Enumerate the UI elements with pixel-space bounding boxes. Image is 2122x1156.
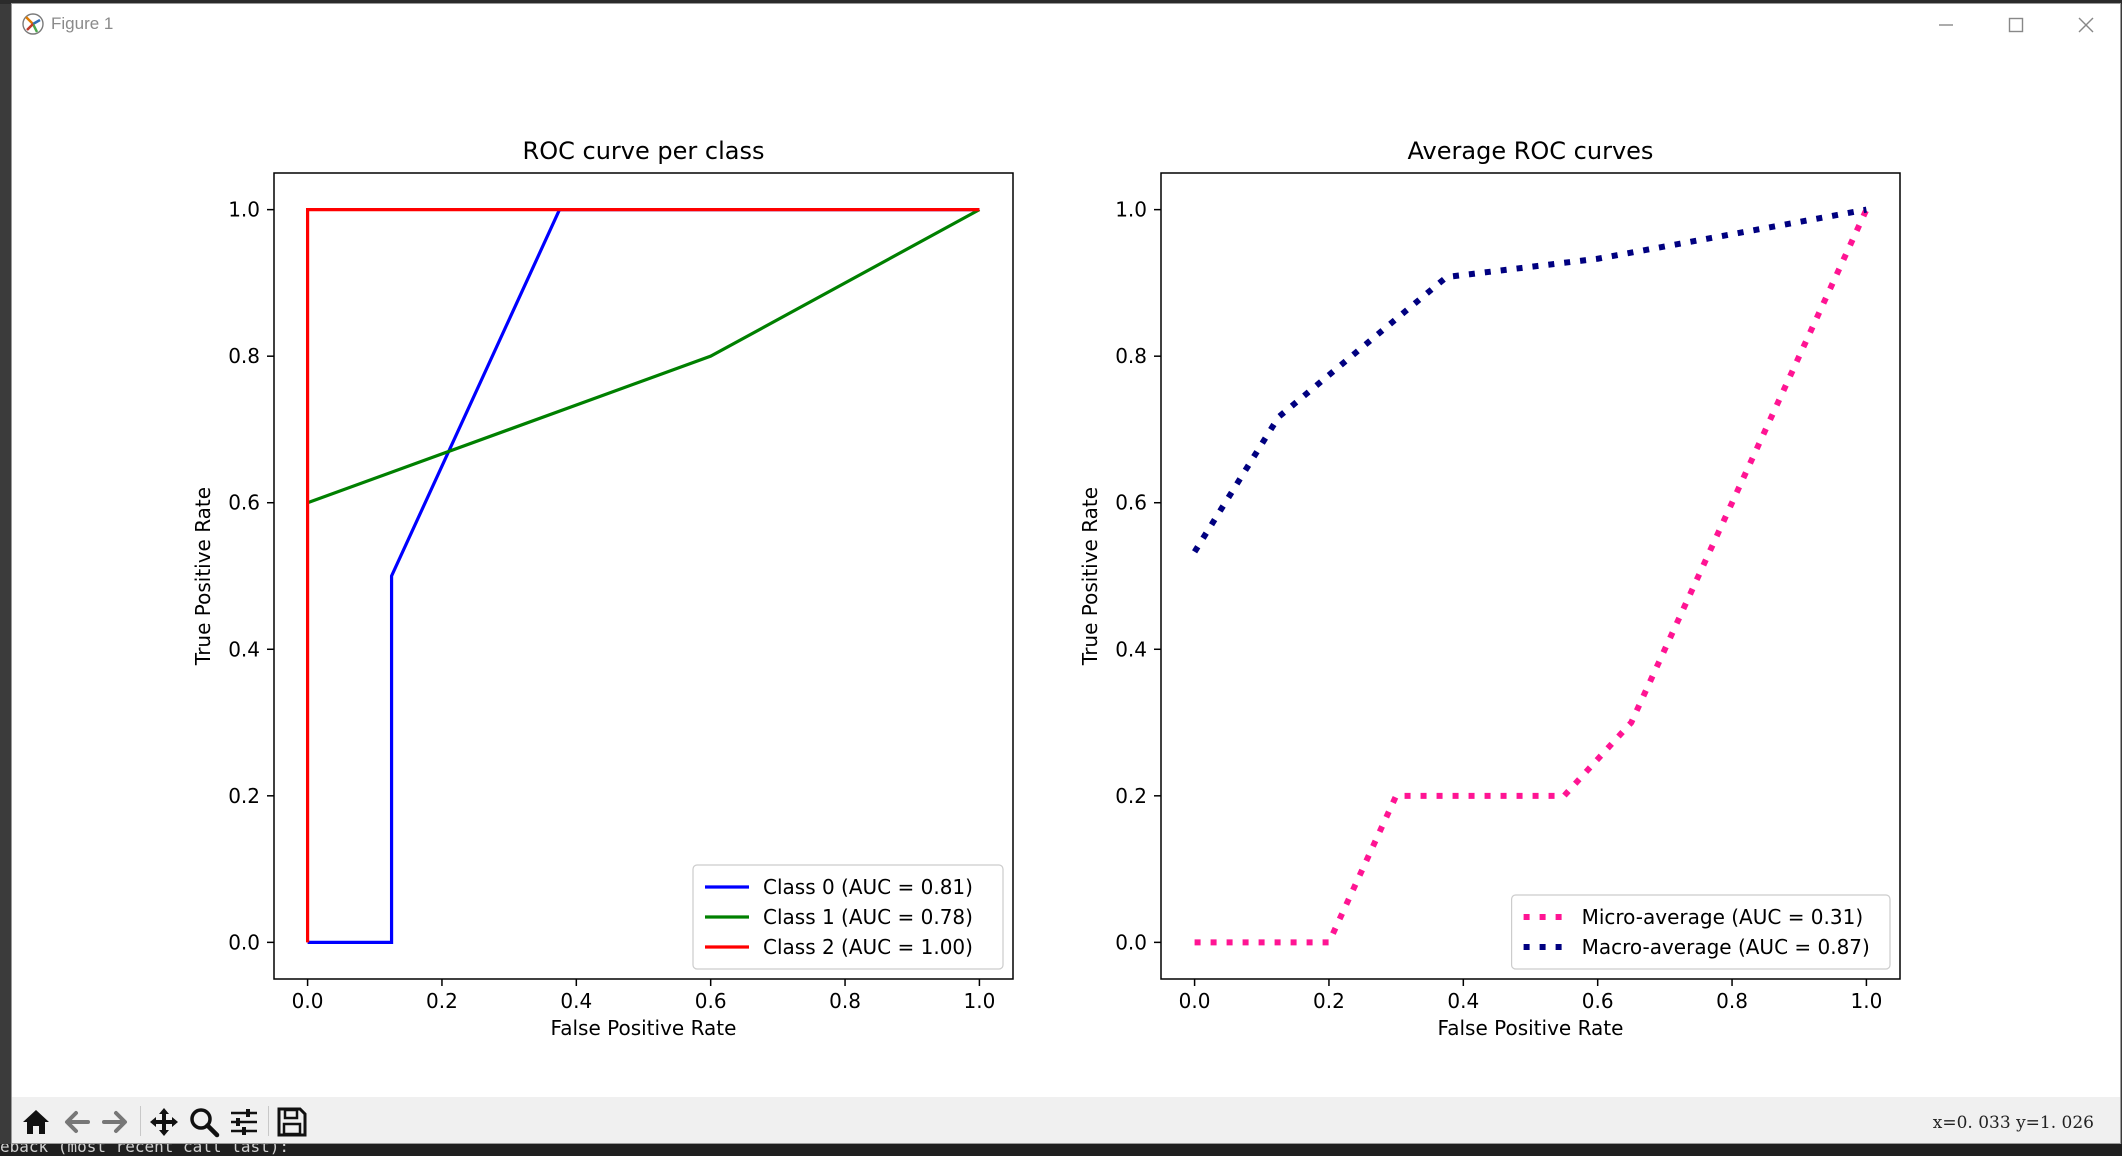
y-tick-label: 1.0 xyxy=(228,198,260,222)
figure-window: Figure 1 ROC curve per class False Positi… xyxy=(11,3,2121,1144)
x-tick-label: 0.8 xyxy=(1716,989,1748,1013)
legend-box xyxy=(1510,894,1891,970)
configure-subplots-button[interactable] xyxy=(226,1104,262,1140)
background-strip xyxy=(0,0,2122,4)
x-tick-label: 0.4 xyxy=(560,989,592,1013)
x-tick-label: 0.0 xyxy=(1179,989,1211,1013)
minimize-icon xyxy=(1939,23,1953,26)
y-tick-label: 0.8 xyxy=(1115,344,1147,368)
x-tick-label: 0.8 xyxy=(829,989,861,1013)
chart-title: ROC curve per class xyxy=(523,137,765,165)
save-icon xyxy=(277,1107,307,1137)
pan-button[interactable] xyxy=(146,1104,182,1140)
zoom-button[interactable] xyxy=(186,1104,222,1140)
y-axis-label: True Positive Rate xyxy=(1078,487,1102,666)
legend-label-1: Class 1 (AUC = 0.78) xyxy=(763,905,973,929)
terminal-text: eback (most recent call last): xyxy=(0,1144,289,1156)
y-tick-label: 0.2 xyxy=(1115,784,1147,808)
zoom-icon xyxy=(190,1108,220,1138)
back-button[interactable] xyxy=(58,1104,94,1140)
x-axis-label: False Positive Rate xyxy=(551,1016,737,1040)
axes-frame xyxy=(273,172,1014,980)
x-tick-label: 0.2 xyxy=(426,989,458,1013)
figure-svg: ROC curve per class False Positive Rate Tr… xyxy=(191,137,1901,1040)
x-tick-label: 0.6 xyxy=(695,989,727,1013)
y-tick-label: 0.2 xyxy=(228,784,260,808)
y-tick-label: 0.0 xyxy=(228,930,260,954)
toolbar-separator xyxy=(140,1106,141,1136)
chart-0: ROC curve per class False Positive Rate Tr… xyxy=(191,137,1014,1040)
legend-label-0: Class 0 (AUC = 0.81) xyxy=(763,875,973,899)
legend: Class 0 (AUC = 0.81) Class 1 (AUC = 0.78)… xyxy=(692,864,1004,970)
minimize-button[interactable] xyxy=(1912,4,1980,45)
legend-label-2: Class 2 (AUC = 1.00) xyxy=(763,935,973,959)
save-button[interactable] xyxy=(274,1104,310,1140)
y-tick-label: 0.6 xyxy=(228,491,260,515)
series-line-0 xyxy=(307,208,980,944)
y-tick-label: 0.4 xyxy=(1115,637,1147,661)
y-tick-label: 1.0 xyxy=(1115,198,1147,222)
y-tick-label: 0.6 xyxy=(1115,491,1147,515)
configure-subplots-icon xyxy=(231,1109,257,1135)
series-line-2 xyxy=(305,208,980,943)
x-axis-label: False Positive Rate xyxy=(1438,1016,1624,1040)
x-tick-label: 0.0 xyxy=(292,989,324,1013)
back-arrow-icon xyxy=(65,1111,90,1133)
y-tick-label: 0.0 xyxy=(1115,930,1147,954)
legend-label-1: Macro-average (AUC = 0.87) xyxy=(1582,935,1870,959)
close-button[interactable] xyxy=(2052,4,2120,45)
axes-frame xyxy=(1160,172,1901,980)
chart-title: Average ROC curves xyxy=(1408,137,1654,165)
close-icon xyxy=(2078,17,2094,32)
series-line-1 xyxy=(1192,206,1867,554)
x-tick-label: 0.6 xyxy=(1582,989,1614,1013)
cursor-coordinates: x=0. 033 y=1. 026 xyxy=(1932,1113,2094,1133)
title-bar[interactable]: Figure 1 xyxy=(12,4,2120,45)
legend: Micro-average (AUC = 0.31) Macro-average … xyxy=(1510,894,1891,970)
series-line-0 xyxy=(1194,208,1870,946)
terminal-output: eback (most recent call last): xyxy=(0,1144,2122,1156)
forward-button[interactable] xyxy=(98,1104,134,1140)
maximize-icon xyxy=(2008,17,2024,32)
maximize-button[interactable] xyxy=(1982,4,2050,45)
toolbar-separator xyxy=(268,1106,269,1136)
pan-icon xyxy=(150,1108,178,1136)
matplotlib-icon xyxy=(22,13,44,35)
x-tick-label: 1.0 xyxy=(964,989,996,1013)
forward-arrow-icon xyxy=(102,1111,127,1133)
legend-label-0: Micro-average (AUC = 0.31) xyxy=(1582,905,1864,929)
window-title: Figure 1 xyxy=(51,14,114,33)
x-tick-label: 0.2 xyxy=(1313,989,1345,1013)
x-tick-label: 0.4 xyxy=(1447,989,1479,1013)
y-tick-label: 0.8 xyxy=(228,344,260,368)
chart-1: Average ROC curves False Positive Rate Tru… xyxy=(1078,137,1901,1040)
navigation-toolbar: x=0. 033 y=1. 026 xyxy=(12,1097,2120,1143)
legend-box xyxy=(692,864,1004,970)
y-tick-label: 0.4 xyxy=(228,637,260,661)
home-icon xyxy=(23,1110,49,1134)
home-button[interactable] xyxy=(18,1104,54,1140)
figure-canvas[interactable]: ROC curve per class False Positive Rate Tr… xyxy=(12,45,2120,1097)
y-axis-label: True Positive Rate xyxy=(191,487,215,666)
series-line-1 xyxy=(307,208,981,505)
x-tick-label: 1.0 xyxy=(1851,989,1883,1013)
